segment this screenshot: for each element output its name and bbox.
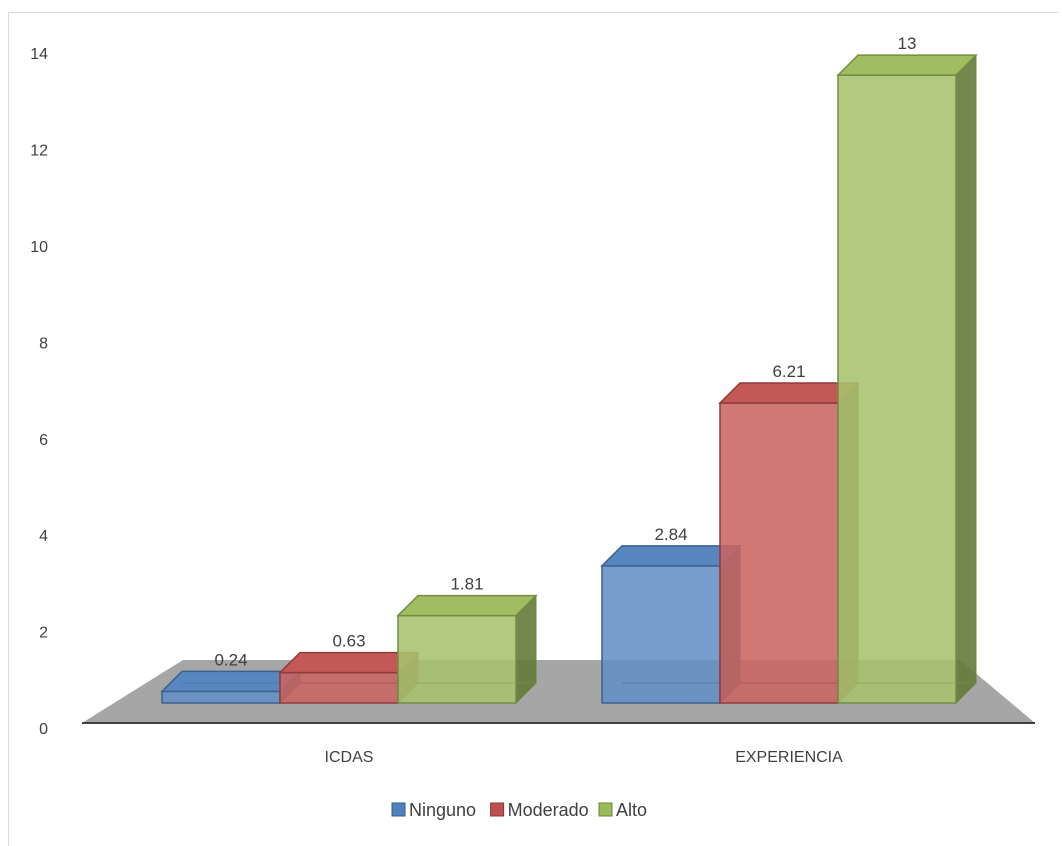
y-tick-label: 10: [30, 239, 48, 256]
y-tick-label: 2: [39, 625, 48, 642]
bar: [396, 594, 538, 705]
legend-swatch: [598, 802, 613, 817]
bar-side: [955, 53, 977, 705]
legend-swatch: [391, 802, 406, 817]
bar: [836, 53, 978, 705]
data-label: 13: [898, 34, 917, 53]
legend-swatch: [490, 802, 505, 817]
bar-front: [279, 671, 399, 704]
bar-front: [161, 690, 281, 704]
data-label: 6.21: [772, 362, 805, 381]
y-tick-label: 8: [39, 335, 48, 352]
chart-frame: [8, 12, 1058, 846]
bar: [718, 381, 860, 705]
bar-top: [396, 594, 538, 617]
y-tick-label: 6: [39, 432, 48, 449]
bar-front: [397, 614, 517, 704]
y-tick-label: 4: [39, 528, 48, 545]
legend-label: Alto: [616, 800, 647, 820]
data-label: 0.63: [332, 632, 365, 651]
y-tick-label: 12: [30, 143, 48, 160]
x-category-label: EXPERIENCIA: [735, 749, 843, 766]
bar-front: [601, 565, 721, 704]
y-tick-label: 0: [39, 721, 48, 738]
x-category-label: ICDAS: [325, 749, 374, 766]
bar-front: [837, 74, 957, 704]
legend-item: Moderado: [490, 800, 589, 820]
bar-front: [719, 402, 839, 704]
data-label: 1.81: [450, 575, 483, 594]
bar-top: [836, 54, 978, 76]
legend-item: Alto: [598, 800, 647, 820]
data-label: 2.84: [654, 525, 687, 544]
legend-label: Moderado: [508, 800, 589, 820]
data-label: 0.24: [214, 650, 247, 669]
legend-label: Ninguno: [409, 800, 476, 820]
y-tick-label: 14: [30, 46, 48, 63]
legend-item: Ninguno: [391, 800, 476, 820]
